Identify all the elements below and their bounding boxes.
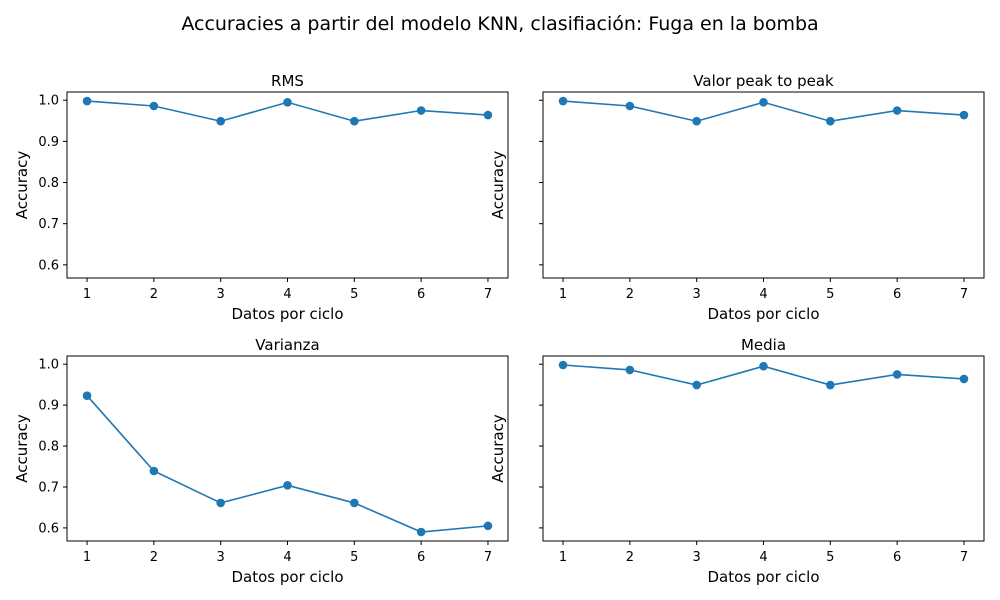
x-tick-label: 2 bbox=[150, 550, 158, 565]
x-axis-label: Datos por ciclo bbox=[231, 305, 343, 323]
data-point bbox=[416, 106, 426, 115]
data-point bbox=[350, 498, 359, 508]
axes-frame bbox=[542, 91, 985, 279]
data-point bbox=[826, 380, 835, 390]
data-point bbox=[350, 116, 359, 126]
panel-title: RMS bbox=[271, 72, 304, 90]
x-tick-label: 4 bbox=[283, 287, 291, 302]
x-tick-label: 7 bbox=[960, 550, 968, 565]
panel-3: Varianza 1 2 3 4 5 6 7 0.6 0.7 0.8 0.9 1.0 Datos por … bbox=[13, 336, 509, 586]
x-axis-label: Datos por ciclo bbox=[707, 305, 819, 323]
panel-title: Varianza bbox=[255, 336, 319, 354]
panel-title: Valor peak to peak bbox=[693, 72, 834, 90]
y-tick-label: 0.7 bbox=[38, 480, 59, 495]
y-axis-label: Accuracy bbox=[489, 151, 507, 220]
data-point bbox=[892, 106, 902, 115]
data-point bbox=[483, 110, 493, 120]
x-tick-label: 3 bbox=[217, 550, 225, 565]
data-point bbox=[759, 361, 768, 371]
data-point bbox=[82, 391, 92, 401]
x-tick-label: 2 bbox=[626, 287, 634, 302]
y-tick-label: 0.9 bbox=[38, 399, 59, 414]
y-axis-label: Accuracy bbox=[13, 151, 31, 220]
x-tick-label: 5 bbox=[826, 287, 834, 302]
x-tick-label: 1 bbox=[559, 550, 567, 565]
x-tick-label: 6 bbox=[417, 550, 425, 565]
panel-2: Valor peak to peak 1 2 3 4 5 6 7 Datos por ciclo… bbox=[489, 72, 985, 323]
y-tick-label: 0.6 bbox=[38, 521, 59, 536]
data-point bbox=[82, 96, 92, 106]
data-point bbox=[149, 466, 159, 476]
data-point bbox=[625, 101, 635, 111]
axes-frame bbox=[66, 91, 509, 279]
data-point bbox=[216, 116, 225, 126]
x-tick-label: 7 bbox=[484, 550, 492, 565]
data-point bbox=[959, 110, 969, 120]
y-tick-label: 0.8 bbox=[38, 176, 59, 191]
panel-1: RMS 1 2 3 4 5 6 7 0.6 0.7 0.8 0.9 1.0 Datos por ciclo… bbox=[13, 72, 509, 323]
data-point bbox=[625, 365, 635, 375]
y-tick-label: 0.9 bbox=[38, 135, 59, 150]
panel-4: Media 1 2 3 4 5 6 7 Datos por ciclo Accuracy bbox=[489, 336, 985, 586]
x-tick-label: 2 bbox=[626, 550, 634, 565]
data-point bbox=[483, 521, 493, 531]
data-point bbox=[558, 360, 568, 370]
x-tick-label: 6 bbox=[417, 287, 425, 302]
x-tick-label: 4 bbox=[759, 550, 767, 565]
x-tick-label: 7 bbox=[484, 287, 492, 302]
y-tick-label: 1.0 bbox=[38, 94, 59, 109]
series-line bbox=[86, 395, 489, 533]
data-point bbox=[149, 101, 159, 111]
data-point bbox=[283, 481, 292, 490]
y-tick-label: 0.8 bbox=[38, 440, 59, 455]
x-tick-label: 5 bbox=[350, 550, 358, 565]
y-axis-label: Accuracy bbox=[13, 414, 31, 483]
data-point bbox=[692, 380, 701, 390]
x-tick-label: 3 bbox=[693, 550, 701, 565]
data-point bbox=[416, 527, 426, 537]
data-point bbox=[216, 498, 225, 508]
y-axis-label: Accuracy bbox=[489, 414, 507, 483]
x-tick-label: 4 bbox=[283, 550, 291, 565]
axes-frame bbox=[542, 355, 985, 542]
x-tick-label: 1 bbox=[83, 287, 91, 302]
x-tick-label: 3 bbox=[217, 287, 225, 302]
x-axis-label: Datos por ciclo bbox=[707, 568, 819, 586]
data-point bbox=[692, 116, 701, 126]
x-tick-label: 6 bbox=[893, 550, 901, 565]
x-tick-label: 1 bbox=[83, 550, 91, 565]
data-point bbox=[283, 97, 292, 107]
x-tick-label: 4 bbox=[759, 287, 767, 302]
y-tick-label: 0.7 bbox=[38, 217, 59, 232]
y-tick-label: 1.0 bbox=[38, 358, 59, 373]
x-axis-label: Datos por ciclo bbox=[231, 568, 343, 586]
x-tick-label: 2 bbox=[150, 287, 158, 302]
y-tick-label: 0.6 bbox=[38, 258, 59, 273]
data-point bbox=[826, 116, 835, 126]
x-tick-label: 6 bbox=[893, 287, 901, 302]
x-tick-label: 7 bbox=[960, 287, 968, 302]
figure-title: Accuracies a partir del modelo KNN, clas… bbox=[181, 13, 818, 35]
x-tick-label: 5 bbox=[350, 287, 358, 302]
data-point bbox=[558, 96, 568, 106]
x-tick-label: 3 bbox=[693, 287, 701, 302]
data-point bbox=[892, 370, 902, 379]
x-tick-label: 1 bbox=[559, 287, 567, 302]
data-point bbox=[959, 374, 969, 384]
panel-title: Media bbox=[741, 336, 786, 354]
data-point bbox=[759, 97, 768, 107]
x-tick-label: 5 bbox=[826, 550, 834, 565]
